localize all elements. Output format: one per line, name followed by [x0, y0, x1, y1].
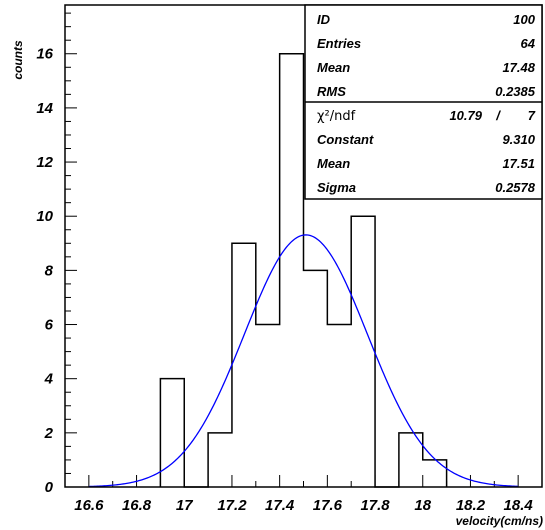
- stat-chi2-separator: /: [495, 108, 501, 123]
- x-tick-label: 17.4: [265, 497, 295, 514]
- stat-rms-value: 0.2385: [495, 84, 536, 99]
- histogram-bin: [304, 270, 328, 487]
- stat-entries-value: 64: [521, 36, 536, 51]
- histogram-bin: [327, 325, 351, 487]
- x-tick-label: 17.8: [360, 497, 390, 514]
- y-tick-label: 14: [36, 100, 53, 117]
- y-tick-labels: 0 2 4 6 8 10 12 14 16: [36, 46, 53, 496]
- x-tick-label: 17: [176, 497, 193, 514]
- x-axis-title: velocity(cm/ns): [456, 514, 543, 528]
- histogram-bin: [256, 325, 280, 487]
- y-tick-label: 8: [45, 262, 54, 279]
- stat-mean-value: 17.48: [502, 60, 535, 75]
- plot-frame: [64, 4, 543, 488]
- y-tick-label: 0: [45, 479, 54, 496]
- histogram-bin: [280, 54, 304, 487]
- histogram-outline: [159, 52, 448, 488]
- stat-chi2-label: χ²/ndf: [317, 109, 356, 124]
- y-tick-label: 2: [44, 425, 54, 442]
- x-tick-label: 17.6: [313, 497, 343, 514]
- x-tick-label: 18: [414, 497, 431, 514]
- stat-sigma-label: Sigma: [317, 180, 356, 195]
- stat-fit-mean-value: 17.51: [502, 156, 535, 171]
- histogram-bin: [423, 460, 447, 487]
- histogram-bin: [351, 216, 375, 487]
- x-tick-label: 16.6: [74, 497, 104, 514]
- y-tick-label: 16: [36, 46, 53, 63]
- x-tick-label: 18.4: [504, 497, 534, 514]
- histogram-bin: [160, 379, 184, 487]
- stat-chi2-value: 10.79: [449, 108, 482, 123]
- x-tick-label: 17.2: [217, 497, 247, 514]
- y-tick-label: 10: [36, 208, 53, 225]
- x-tick-labels: 16.6 16.8 17 17.2 17.4 17.6 17.8 18 18.2 18.4: [74, 497, 533, 514]
- histogram-bin: [232, 243, 256, 487]
- stat-rms-label: RMS: [317, 84, 346, 99]
- gaussian-fit-curve: [88, 234, 519, 488]
- stat-fit-mean-label: Mean: [317, 156, 350, 171]
- stat-id-label: ID: [317, 12, 331, 27]
- y-axis-title: counts: [11, 40, 25, 80]
- stat-id-value: 100: [513, 12, 535, 27]
- stat-ndf-value: 7: [528, 108, 536, 123]
- y-tick-label: 6: [45, 317, 54, 334]
- x-tick-label: 16.8: [122, 497, 152, 514]
- stat-constant-label: Constant: [317, 132, 374, 147]
- y-tick-label: 12: [36, 154, 53, 171]
- stat-entries-label: Entries: [317, 36, 361, 51]
- stat-sigma-value: 0.2578: [495, 180, 536, 195]
- stats-box: ID 100 Entries 64 Mean 17.48 RMS 0.2385 …: [304, 4, 543, 200]
- stat-constant-value: 9.310: [502, 132, 535, 147]
- y-tick-label: 4: [44, 371, 54, 388]
- histogram-bin: [208, 433, 232, 487]
- stat-mean-label: Mean: [317, 60, 350, 75]
- x-tick-label: 18.2: [456, 497, 486, 514]
